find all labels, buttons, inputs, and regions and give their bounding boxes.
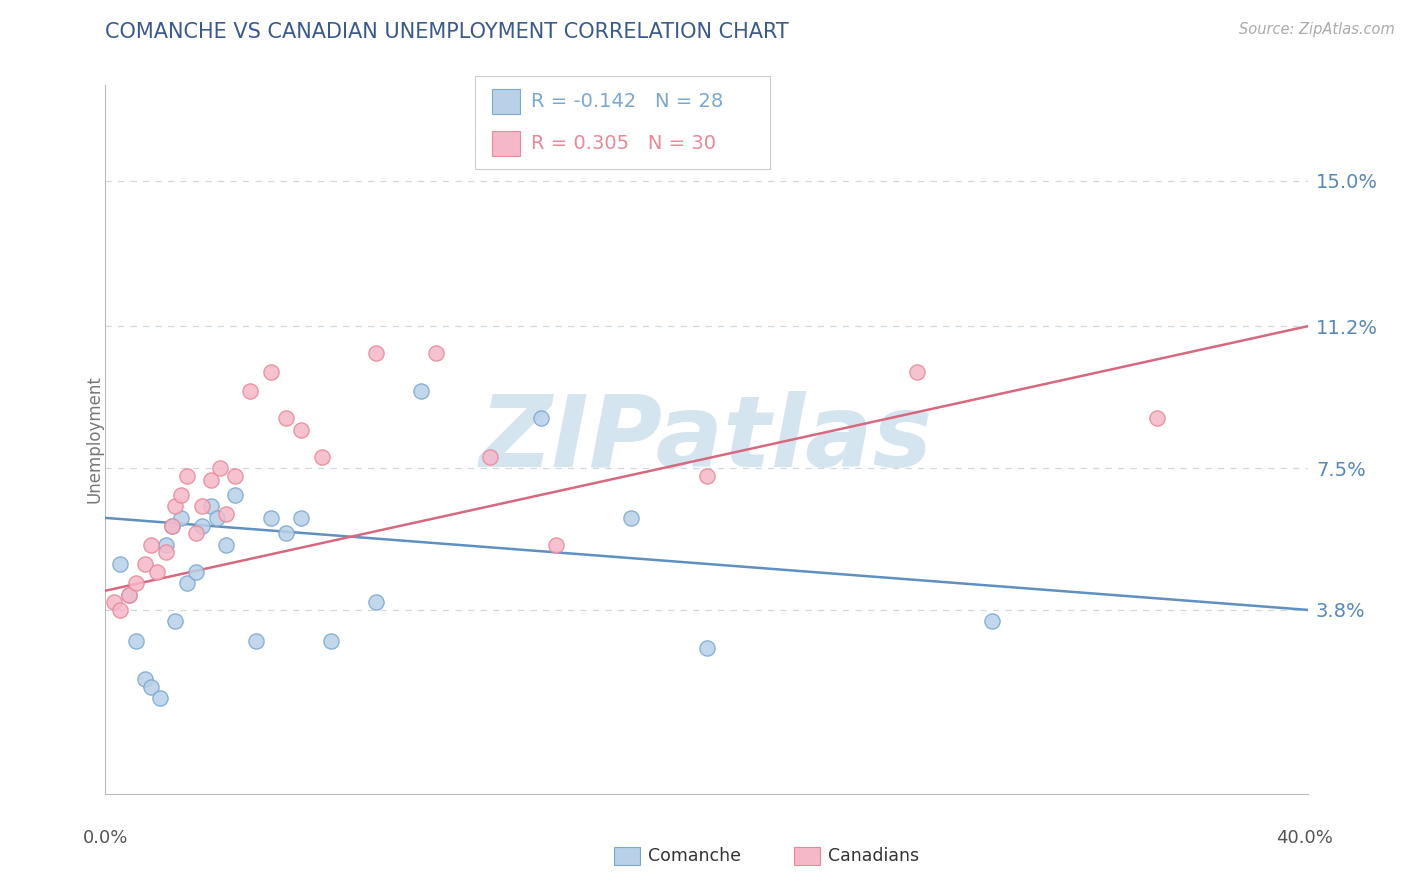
Point <box>148 691 170 706</box>
Point <box>103 595 125 609</box>
Y-axis label: Unemployment: Unemployment <box>86 376 103 503</box>
Text: Source: ZipAtlas.com: Source: ZipAtlas.com <box>1239 22 1395 37</box>
Point <box>205 511 228 525</box>
Point <box>311 450 333 464</box>
Point <box>274 526 297 541</box>
Point <box>364 595 387 609</box>
Point <box>134 672 156 686</box>
Point <box>110 603 132 617</box>
Point <box>274 411 297 425</box>
Point <box>409 384 432 399</box>
Point <box>139 680 162 694</box>
Point <box>160 518 183 533</box>
Point <box>184 565 207 579</box>
Point <box>200 500 222 514</box>
Point <box>981 615 1004 629</box>
Text: R = 0.305   N = 30: R = 0.305 N = 30 <box>531 134 717 153</box>
Point <box>176 468 198 483</box>
Point <box>169 488 191 502</box>
Point <box>239 384 262 399</box>
Point <box>696 468 718 483</box>
Point <box>145 565 167 579</box>
Point <box>479 450 502 464</box>
Text: R = -0.142   N = 28: R = -0.142 N = 28 <box>531 92 724 111</box>
Point <box>546 538 568 552</box>
Point <box>208 461 231 475</box>
Point <box>163 615 186 629</box>
Point <box>139 538 162 552</box>
Point <box>118 588 141 602</box>
Point <box>290 511 312 525</box>
Point <box>214 507 236 521</box>
Point <box>124 633 146 648</box>
Point <box>319 633 342 648</box>
Point <box>260 511 283 525</box>
Point <box>905 365 928 379</box>
Text: ZIPatlas: ZIPatlas <box>479 391 934 488</box>
Point <box>190 518 212 533</box>
Point <box>134 557 156 571</box>
Point <box>364 346 387 360</box>
Point <box>118 588 141 602</box>
Text: 40.0%: 40.0% <box>1277 830 1333 847</box>
Text: 0.0%: 0.0% <box>83 830 128 847</box>
Point <box>124 576 146 591</box>
Point <box>290 423 312 437</box>
Point <box>1146 411 1168 425</box>
Text: COMANCHE VS CANADIAN UNEMPLOYMENT CORRELATION CHART: COMANCHE VS CANADIAN UNEMPLOYMENT CORREL… <box>105 22 789 42</box>
Text: Comanche: Comanche <box>648 847 741 865</box>
Point <box>163 500 186 514</box>
Point <box>530 411 553 425</box>
Point <box>155 538 177 552</box>
Point <box>184 526 207 541</box>
Point <box>176 576 198 591</box>
Point <box>200 473 222 487</box>
Point <box>214 538 236 552</box>
Point <box>224 488 246 502</box>
Point <box>245 633 267 648</box>
Point <box>155 545 177 559</box>
Text: Canadians: Canadians <box>828 847 920 865</box>
Point <box>224 468 246 483</box>
Point <box>620 511 643 525</box>
Point <box>110 557 132 571</box>
Point <box>169 511 191 525</box>
Point <box>260 365 283 379</box>
Point <box>425 346 447 360</box>
Point <box>696 641 718 656</box>
Point <box>190 500 212 514</box>
Point <box>160 518 183 533</box>
